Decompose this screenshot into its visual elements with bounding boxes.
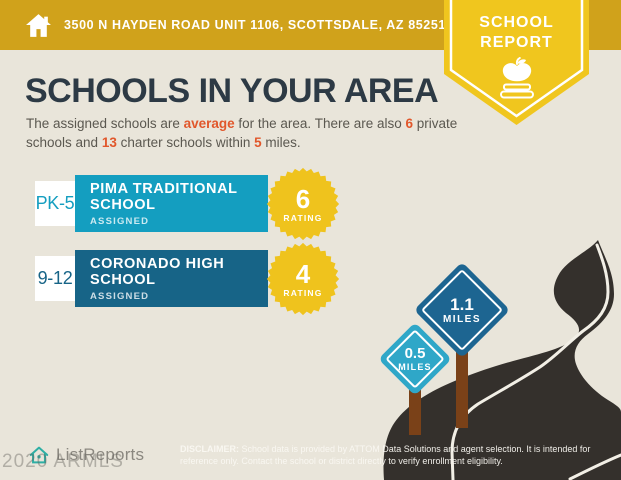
school-card-pima-traditional: PK-5 PIMA TRADITIONAL SCHOOL ASSIGNED 6 … — [35, 167, 345, 241]
subtitle-highlight-average: average — [183, 116, 235, 131]
road-shape — [383, 240, 621, 480]
sign-distance: 0.5 — [404, 345, 426, 362]
school-card-row: 9-12 CORONADO HIGH SCHOOL ASSIGNED — [35, 250, 345, 307]
road-center-line — [450, 243, 610, 480]
sign-unit: MILES — [398, 362, 432, 372]
grade-range-box: 9-12 — [35, 256, 75, 301]
disclaimer: DISCLAIMER: School data is provided by A… — [180, 444, 612, 467]
badge-line1: SCHOOL — [479, 14, 554, 31]
road-edge-line — [568, 453, 621, 480]
rating-value: 4 — [295, 258, 311, 289]
sign-unit: MILES — [442, 313, 482, 325]
listreports-logo: ListReports — [28, 444, 144, 466]
sign-distance: 1.1 — [450, 294, 474, 314]
rating-label: RATING — [283, 287, 323, 298]
sign-label: 1.1 MILES — [428, 276, 496, 344]
subtitle-text: for the area. There are also — [234, 116, 406, 131]
sign-post-0-5-miles — [409, 385, 421, 435]
starburst-shape — [266, 167, 340, 241]
rating-label: RATING — [283, 212, 323, 223]
school-card-coronado-high: 9-12 CORONADO HIGH SCHOOL ASSIGNED 4 RAT… — [35, 242, 345, 316]
school-name: CORONADO HIGH SCHOOL — [90, 255, 225, 289]
subtitle-highlight-private-count: 6 — [405, 116, 414, 131]
grade-range-box: PK-5 — [35, 181, 75, 226]
subtitle-highlight-miles: 5 — [254, 135, 262, 150]
disclaimer-label: DISCLAIMER: — [180, 444, 239, 454]
property-address: 3500 N HAYDEN ROAD UNIT 1106, SCOTTSDALE… — [64, 18, 446, 32]
subtitle-text: charter schools within — [116, 135, 255, 150]
sign-label: 0.5 MILES — [389, 333, 441, 385]
school-report-badge: SCHOOL REPORT — [444, 0, 589, 126]
subtitle-text: miles. — [261, 135, 301, 150]
rating-value: 6 — [295, 183, 311, 214]
armls-watermark: 2020 ARMLS — [2, 451, 124, 472]
starburst-shape — [266, 242, 340, 316]
school-name: PIMA TRADITIONAL SCHOOL — [90, 180, 238, 214]
rating-text: 4 RATING — [265, 241, 341, 317]
brand-name: ListReports — [56, 445, 145, 464]
school-name-bar: PIMA TRADITIONAL SCHOOL ASSIGNED — [75, 175, 268, 232]
house-icon — [26, 13, 51, 37]
distance-sign-0-5-miles: 0.5 MILES — [378, 322, 452, 396]
distance-sign-1-1-miles: 1.1 MILES — [413, 261, 511, 359]
ribbon-content: SCHOOL REPORT — [444, 0, 589, 126]
rating-starburst: 6 RATING — [265, 166, 341, 242]
school-status: ASSIGNED — [90, 290, 150, 302]
school-status: ASSIGNED — [90, 215, 150, 227]
disclaimer-text: School data is provided by ATTOM Data So… — [180, 444, 591, 466]
subtitle-text: The assigned schools are — [26, 116, 184, 131]
listreports-house-icon — [29, 446, 49, 464]
apple-books-icon — [499, 57, 534, 99]
sign-post-1-1-miles — [456, 345, 468, 428]
subtitle: The assigned schools are average for the… — [26, 114, 462, 152]
rating-text: 6 RATING — [265, 166, 341, 242]
rating-starburst: 4 RATING — [265, 241, 341, 317]
school-card-row: PK-5 PIMA TRADITIONAL SCHOOL ASSIGNED — [35, 175, 345, 232]
subtitle-highlight-charter-count: 13 — [101, 135, 117, 150]
badge-line2: REPORT — [480, 34, 553, 51]
page-title: SCHOOLS IN YOUR AREA — [25, 72, 439, 110]
subtitle-text: private schools and — [26, 116, 458, 150]
school-name-bar: CORONADO HIGH SCHOOL ASSIGNED — [75, 250, 268, 307]
